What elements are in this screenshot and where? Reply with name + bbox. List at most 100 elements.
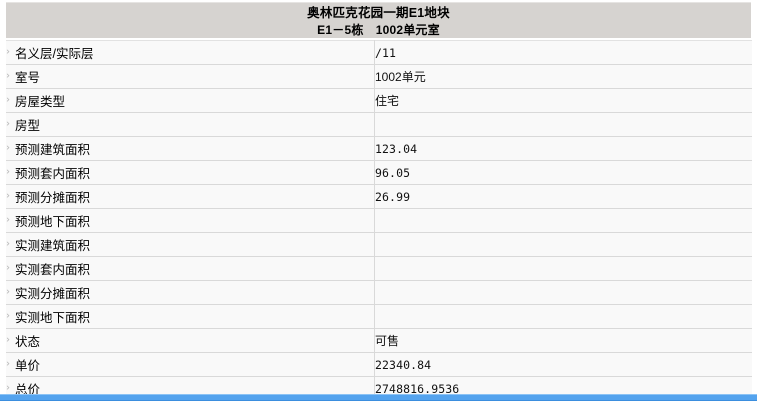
attribute-value-cell: 1002单元	[374, 64, 752, 89]
table-row[interactable]: › 室号 1002单元	[6, 64, 752, 89]
attribute-value-cell: 22340.84	[374, 352, 752, 377]
attribute-label-cell: › 名义层/实际层	[6, 40, 375, 65]
label-inner: › 实测分摊面积	[6, 282, 374, 304]
project-title: 奥林匹克花园一期E1地块	[307, 6, 450, 20]
attribute-label-cell: › 实测套内面积	[6, 256, 375, 281]
attribute-value: 96.05	[375, 165, 411, 180]
attribute-label-cell: › 预测套内面积	[6, 160, 375, 185]
chevron-right-icon: ›	[6, 190, 10, 201]
label-inner: › 名义层/实际层	[6, 42, 374, 64]
table-row[interactable]: › 实测分摊面积	[6, 280, 752, 305]
table-row[interactable]: › 预测套内面积 96.05	[6, 160, 752, 185]
attribute-label-cell: › 实测地下面积	[6, 304, 375, 329]
table-row[interactable]: › 预测地下面积	[6, 208, 752, 233]
chevron-right-icon: ›	[6, 238, 10, 249]
attribute-label: 预测套内面积	[15, 167, 91, 181]
label-inner: › 实测建筑面积	[6, 234, 374, 256]
label-inner: › 室号	[6, 66, 374, 88]
attribute-value: 123.04	[375, 141, 418, 156]
attribute-value-cell	[374, 280, 752, 305]
attribute-label: 实测套内面积	[15, 263, 91, 277]
chevron-right-icon: ›	[6, 142, 10, 153]
label-inner: › 单价	[6, 354, 374, 376]
label-inner: › 预测建筑面积	[6, 138, 374, 160]
chevron-right-icon: ›	[6, 118, 10, 129]
attribute-value: /11	[375, 45, 397, 60]
attribute-value-cell: 住宅	[374, 88, 752, 113]
attribute-value-cell	[374, 208, 752, 233]
chevron-right-icon: ›	[6, 46, 10, 57]
table-body: › 名义层/实际层/11 › 室号 1002单元 › 房屋类型 住宅 › 房型 › 预测建筑面积 123…	[6, 40, 752, 401]
attribute-value: 26.99	[375, 189, 411, 204]
chevron-right-icon: ›	[6, 334, 10, 345]
label-inner: › 状态	[6, 330, 374, 352]
label-inner: › 预测分摊面积	[6, 186, 374, 208]
attribute-label-cell: › 房型	[6, 112, 375, 137]
label-inner: › 房型	[6, 114, 374, 136]
attribute-label: 名义层/实际层	[15, 47, 94, 61]
attribute-label-cell: › 预测地下面积	[6, 208, 375, 233]
attribute-label-cell: › 房屋类型	[6, 88, 375, 113]
table-row[interactable]: › 单价 22340.84	[6, 352, 752, 377]
chevron-right-icon: ›	[6, 382, 10, 393]
attribute-label-cell: › 预测分摊面积	[6, 184, 375, 209]
table-row[interactable]: › 名义层/实际层/11	[6, 40, 752, 65]
table-row[interactable]: › 预测建筑面积 123.04	[6, 136, 752, 161]
attribute-label-cell: › 室号	[6, 64, 375, 89]
unit-subtitle: E1－5栋 1002单元室	[317, 23, 440, 37]
attribute-value: 2748816.9536	[375, 381, 460, 396]
attribute-label-cell: › 实测建筑面积	[6, 232, 375, 257]
attribute-label: 房屋类型	[15, 95, 66, 109]
chevron-right-icon: ›	[6, 214, 10, 225]
table-row[interactable]: › 房型	[6, 112, 752, 137]
attribute-label: 单价	[15, 359, 41, 373]
attribute-value-cell	[374, 112, 752, 137]
attribute-label: 总价	[15, 383, 41, 397]
attribute-value: 住宅	[375, 94, 400, 108]
chevron-right-icon: ›	[6, 310, 10, 321]
attribute-value-cell: /11	[374, 40, 752, 65]
chevron-right-icon: ›	[6, 94, 10, 105]
table-row[interactable]: › 房屋类型 住宅	[6, 88, 752, 113]
attribute-label: 实测分摊面积	[15, 287, 91, 301]
label-inner: › 预测套内面积	[6, 162, 374, 184]
attribute-value-cell	[374, 256, 752, 281]
label-inner: › 总价	[6, 378, 374, 400]
attribute-value-cell: 26.99	[374, 184, 752, 209]
attribute-label: 状态	[15, 335, 41, 349]
panel-title-header: 奥林匹克花园一期E1地块 E1－5栋 1002单元室	[6, 2, 751, 38]
attribute-label: 实测建筑面积	[15, 239, 91, 253]
attribute-label-cell: › 实测分摊面积	[6, 280, 375, 305]
chevron-right-icon: ›	[6, 166, 10, 177]
table-row[interactable]: › 实测套内面积	[6, 256, 752, 281]
attribute-value: 22340.84	[375, 357, 432, 372]
attribute-value: 可售	[375, 334, 400, 348]
table-row[interactable]: › 实测建筑面积	[6, 232, 752, 257]
table-row[interactable]: › 状态 可售	[6, 328, 752, 353]
attribute-label: 预测地下面积	[15, 215, 91, 229]
table-row[interactable]: › 实测地下面积	[6, 304, 752, 329]
attribute-label: 实测地下面积	[15, 311, 91, 325]
attribute-label-cell: › 状态	[6, 328, 375, 353]
attribute-label-cell: › 单价	[6, 352, 375, 377]
label-inner: › 实测地下面积	[6, 306, 374, 328]
label-inner: › 房屋类型	[6, 90, 374, 112]
label-inner: › 预测地下面积	[6, 210, 374, 232]
attribute-value-cell: 96.05	[374, 160, 752, 185]
attribute-value-cell: 可售	[374, 328, 752, 353]
table-row[interactable]: › 预测分摊面积 26.99	[6, 184, 752, 209]
label-inner: › 实测套内面积	[6, 258, 374, 280]
attribute-label: 室号	[15, 71, 41, 85]
chevron-right-icon: ›	[6, 286, 10, 297]
attribute-value-cell	[374, 304, 752, 329]
chevron-right-icon: ›	[6, 262, 10, 273]
bottom-accent-bar	[0, 394, 757, 401]
attribute-value-cell	[374, 232, 752, 257]
chevron-right-icon: ›	[6, 70, 10, 81]
attribute-label-cell: › 预测建筑面积	[6, 136, 375, 161]
chevron-right-icon: ›	[6, 358, 10, 369]
attribute-value: 1002单元	[375, 70, 426, 84]
attribute-label: 预测建筑面积	[15, 143, 91, 157]
attribute-value-cell: 123.04	[374, 136, 752, 161]
